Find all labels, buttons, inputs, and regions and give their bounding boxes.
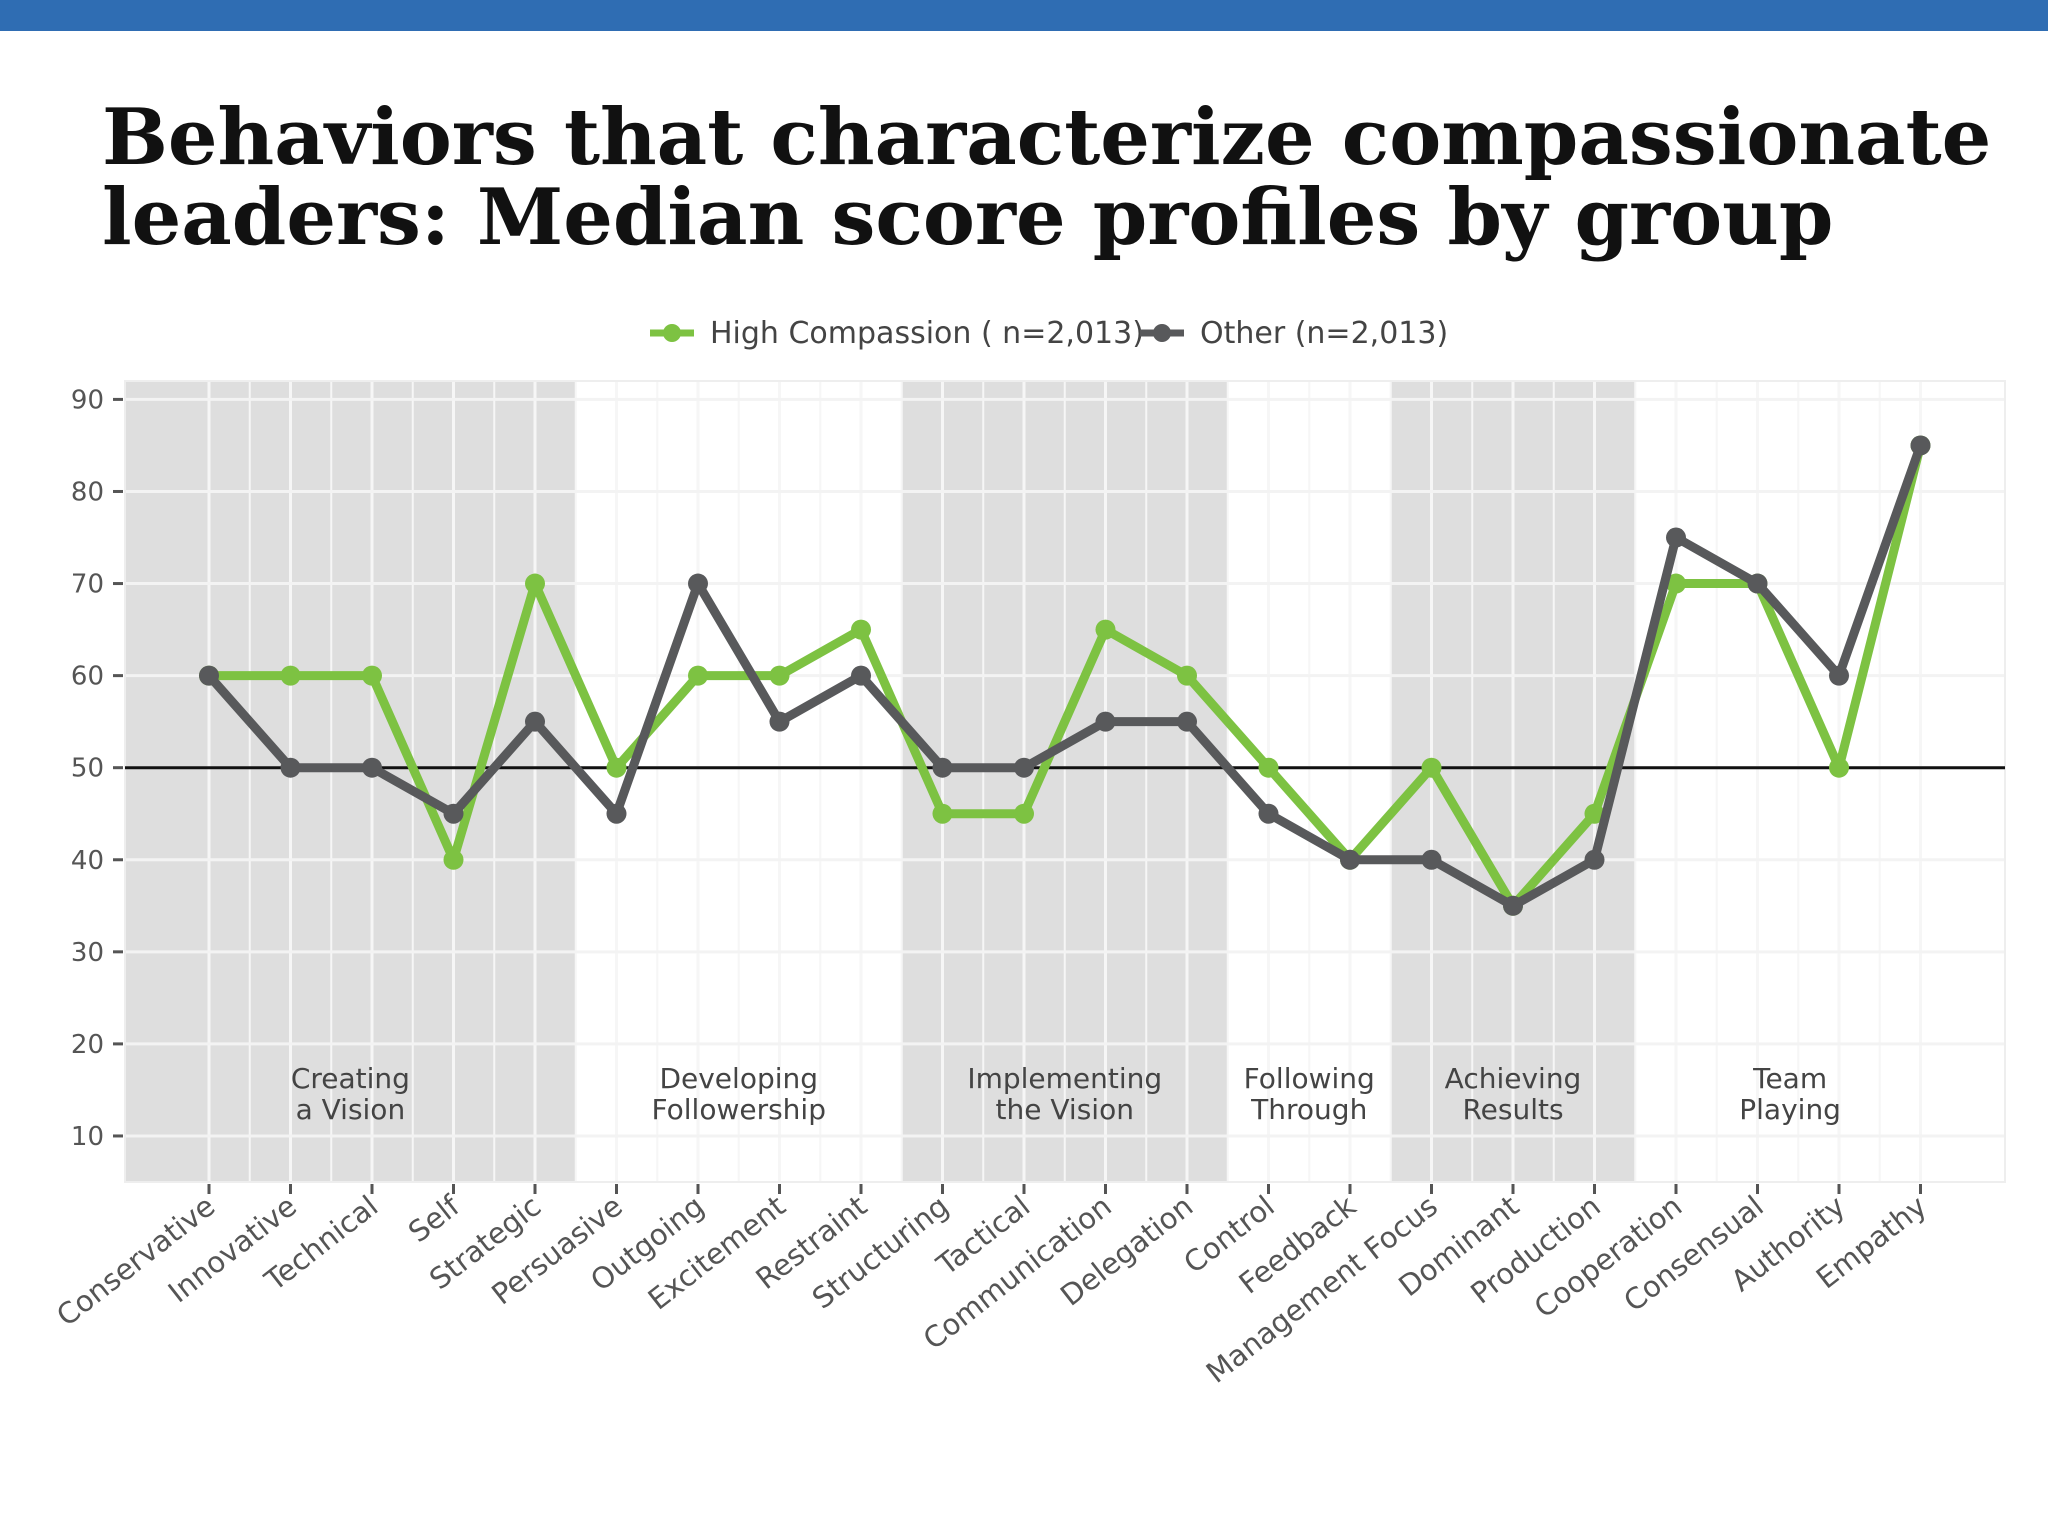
y-tick-label: 40 <box>71 846 104 876</box>
group-label: Followership <box>652 1093 826 1126</box>
slide-title-line-2: leaders: Median score profiles by group <box>102 172 1834 263</box>
series-lines <box>199 435 1931 916</box>
legend: High Compassion ( n=2,013) Other (n=2,013… <box>650 316 1448 351</box>
high-compassion-point <box>1584 803 1605 824</box>
slide-title: Behaviors that characterize compassionat… <box>102 98 2002 258</box>
high-compassion-point <box>443 849 464 870</box>
high-compassion-point <box>851 619 871 640</box>
group-label: Creating <box>291 1062 410 1095</box>
y-tick-label: 90 <box>71 385 104 415</box>
y-tick-label: 50 <box>71 754 104 784</box>
other-point <box>1258 803 1279 824</box>
high-compassion-point <box>1666 573 1686 594</box>
legend-marker <box>1153 324 1171 342</box>
group-label: Team <box>1752 1062 1827 1095</box>
group-band <box>125 381 576 1182</box>
y-axis: 10 20 30 40 50 60 70 80 90 <box>71 385 123 1152</box>
y-tick-label: 20 <box>71 1030 104 1060</box>
high-compassion-point <box>1258 757 1279 778</box>
group-label: Developing <box>659 1062 818 1095</box>
y-tick-label: 30 <box>71 938 104 968</box>
other-line <box>204 440 1925 911</box>
other-point <box>1014 757 1034 778</box>
high-compassion-point <box>932 803 953 824</box>
y-tick-label: 60 <box>71 662 104 692</box>
other-point <box>362 757 382 778</box>
high-compassion-point <box>1095 619 1116 640</box>
group-label: Implementing <box>967 1062 1162 1095</box>
legend-label-high-compassion: High Compassion ( n=2,013) <box>710 316 1144 351</box>
top-accent-bar <box>0 0 2048 31</box>
high-compassion-point <box>1014 803 1034 824</box>
other-point <box>1747 573 1768 594</box>
group-label: Achieving <box>1445 1062 1582 1095</box>
legend-label-other: Other (n=2,013) <box>1200 316 1448 351</box>
high-compassion-point <box>1177 665 1197 686</box>
group-label: Through <box>1250 1093 1367 1126</box>
y-tick-label: 10 <box>71 1122 104 1152</box>
other-point <box>1421 849 1442 870</box>
slide-title-line-1: Behaviors that characterize compassionat… <box>102 92 1992 183</box>
other-point <box>769 711 790 732</box>
other-point <box>443 803 464 824</box>
high-compassion-point <box>1421 757 1442 778</box>
other-point <box>851 665 871 686</box>
other-point <box>525 711 545 732</box>
grid-lines <box>124 380 2006 1183</box>
y-tick-label: 70 <box>71 570 104 600</box>
group-label: Playing <box>1739 1093 1841 1126</box>
high-compassion-point <box>525 573 545 594</box>
other-point <box>1910 435 1931 456</box>
plot-border <box>124 380 2006 1183</box>
group-label: Following <box>1244 1062 1375 1095</box>
high-compassion-point <box>606 757 627 778</box>
other-point <box>1177 711 1197 732</box>
group-label: a Vision <box>296 1093 406 1126</box>
other-point <box>1340 849 1360 870</box>
high-compassion-point <box>688 665 708 686</box>
high-compassion-point <box>280 665 301 686</box>
other-point <box>280 757 301 778</box>
other-point <box>606 803 627 824</box>
other-point <box>932 757 953 778</box>
high-compassion-point <box>769 665 790 686</box>
x-category-label: Self <box>402 1188 467 1249</box>
group-label: Results <box>1462 1093 1563 1126</box>
y-tick-label: 80 <box>71 477 104 507</box>
other-point <box>199 665 219 686</box>
other-point <box>1829 665 1849 686</box>
other-point <box>1666 527 1686 548</box>
legend-marker <box>663 324 681 342</box>
other-point <box>1584 849 1605 870</box>
high-compassion-point <box>362 665 382 686</box>
high-compassion-point <box>1829 757 1849 778</box>
other-point <box>1503 895 1523 916</box>
group-label: the Vision <box>996 1093 1134 1126</box>
other-point <box>688 573 708 594</box>
other-point <box>1095 711 1116 732</box>
